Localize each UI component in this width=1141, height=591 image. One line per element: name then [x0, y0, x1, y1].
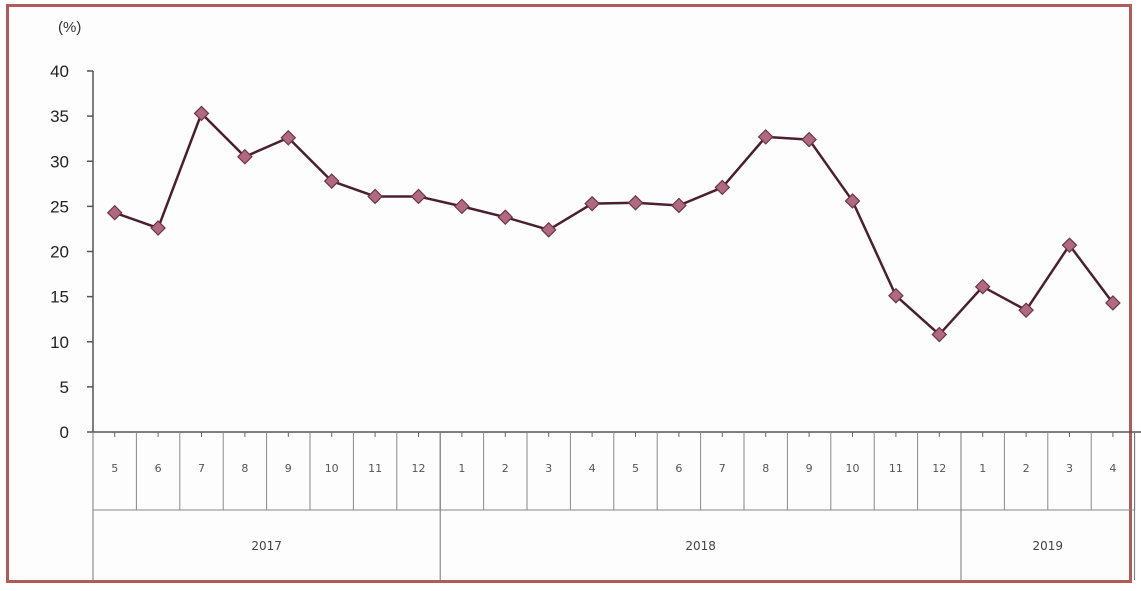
y-tick-label: 35 [50, 107, 69, 126]
month-label: 11 [889, 462, 903, 475]
data-point-marker [627, 194, 644, 211]
chart-frame [6, 4, 1132, 583]
data-point-marker [974, 278, 991, 295]
data-point-marker [1061, 237, 1078, 254]
year-label: 2018 [685, 539, 716, 553]
data-point-marker [323, 173, 340, 189]
month-label: 4 [1109, 462, 1116, 475]
data-point-marker [150, 220, 166, 236]
y-tick-label: 20 [50, 243, 69, 262]
y-tick-label: 0 [60, 423, 69, 442]
month-label: 6 [155, 462, 162, 475]
month-label: 5 [632, 462, 639, 475]
data-point-marker [454, 198, 470, 215]
month-label: 9 [806, 462, 813, 475]
data-point-marker [714, 179, 731, 196]
month-label: 2 [1023, 462, 1030, 475]
month-label: 10 [325, 462, 339, 475]
month-label: 2 [502, 462, 509, 475]
month-label: 8 [762, 462, 769, 475]
y-tick-label: 25 [50, 197, 69, 216]
y-tick-label: 15 [50, 288, 69, 307]
month-label: 3 [545, 462, 552, 475]
month-label: 3 [1066, 462, 1073, 475]
month-label: 12 [412, 462, 426, 475]
year-label: 2019 [1033, 539, 1064, 553]
series-line [114, 112, 1114, 336]
y-tick-label: 40 [50, 62, 69, 81]
month-label: 1 [979, 462, 986, 475]
data-point-marker [1105, 295, 1121, 311]
data-point-marker [237, 148, 253, 165]
data-point-marker [801, 131, 817, 148]
data-point-marker [584, 195, 600, 212]
y-unit-label: (%) [58, 19, 81, 36]
month-label: 4 [589, 462, 596, 475]
data-point-marker [1018, 302, 1034, 319]
data-point-marker [844, 193, 861, 209]
month-label: 5 [111, 462, 118, 475]
data-point-marker [106, 204, 123, 221]
data-point-marker [540, 221, 557, 238]
month-label: 11 [368, 462, 382, 475]
month-label: 10 [846, 462, 860, 475]
month-label: 7 [198, 462, 205, 475]
y-tick-label: 10 [50, 333, 69, 352]
data-point-marker [410, 188, 427, 205]
data-point-marker [280, 129, 297, 146]
data-point-marker [193, 105, 210, 122]
year-label: 2017 [251, 539, 282, 553]
month-label: 12 [932, 462, 946, 475]
data-point-marker [757, 129, 774, 145]
y-tick-label: 5 [60, 378, 69, 397]
data-point-marker [497, 209, 514, 226]
data-point-marker [367, 188, 383, 205]
month-label: 9 [285, 462, 292, 475]
data-point-marker [931, 326, 948, 343]
data-point-marker [671, 197, 687, 214]
month-label: 1 [458, 462, 465, 475]
y-tick-label: 30 [50, 152, 69, 171]
month-label: 6 [675, 462, 682, 475]
data-point-marker [888, 287, 904, 304]
month-label: 7 [719, 462, 726, 475]
month-label: 8 [241, 462, 248, 475]
